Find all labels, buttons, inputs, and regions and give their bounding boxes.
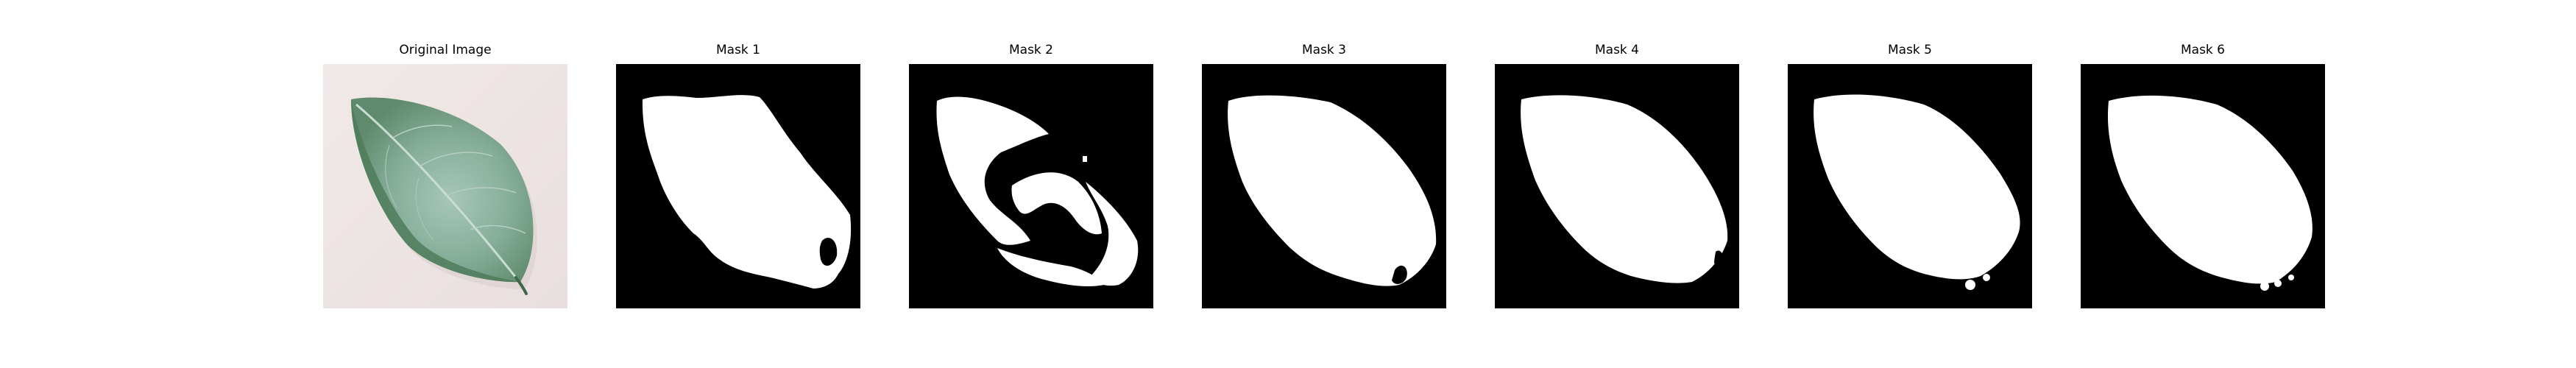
- mask-5-panel: Mask 5: [1788, 42, 2032, 308]
- original-image-panel: Original Image: [323, 42, 567, 308]
- panel-title: Mask 6: [2180, 43, 2225, 57]
- mask-6-panel: Mask 6: [2081, 42, 2325, 308]
- panel-title: Mask 1: [715, 43, 760, 57]
- mask-3-image: [1202, 64, 1446, 308]
- panel-title: Mask 3: [1301, 43, 1346, 57]
- mask-2-panel: Mask 2: [909, 42, 1153, 308]
- mask-1-panel: Mask 1: [616, 42, 860, 308]
- panel-title: Mask 5: [1887, 43, 1932, 57]
- mask-2-image: [909, 64, 1153, 308]
- mask-4-image: [1495, 64, 1739, 308]
- mask-6-image: [2081, 64, 2325, 308]
- panel-title: Mask 2: [1008, 43, 1053, 57]
- panel-title: Mask 4: [1594, 43, 1639, 57]
- mask-5-image: [1788, 64, 2032, 308]
- mask-4-panel: Mask 4: [1495, 42, 1739, 308]
- panel-title: Original Image: [399, 43, 492, 57]
- original-image: [323, 64, 567, 308]
- mask-1-image: [616, 64, 860, 308]
- mask-3-panel: Mask 3: [1202, 42, 1446, 308]
